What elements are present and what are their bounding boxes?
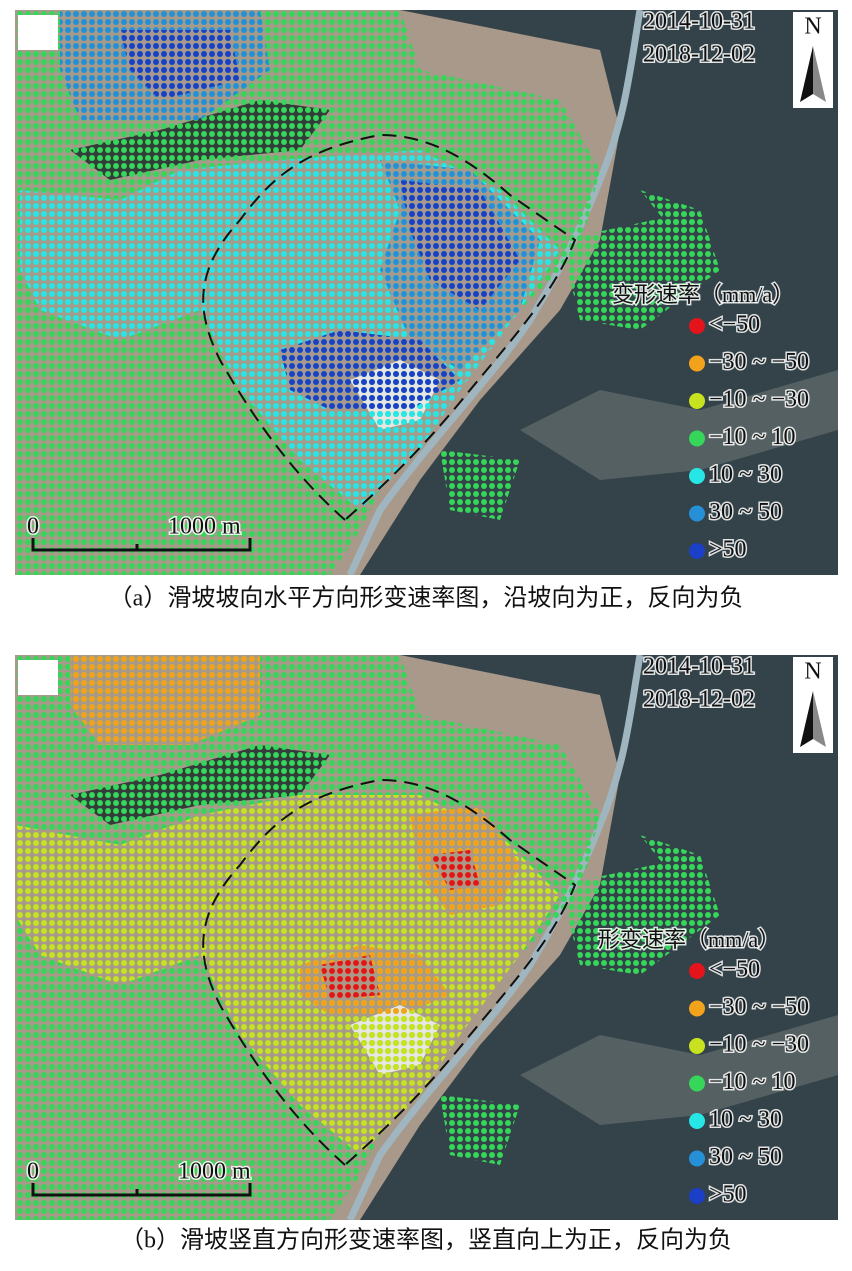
legend-title: 形变速率（mm/a）	[598, 927, 780, 952]
map-panel: 2014-10-31 2018-12-02 N 变形速率（mm/a） <−50 −30 ~…	[15, 7, 838, 612]
scale-bar	[31, 1183, 252, 1197]
deformation-points	[320, 955, 380, 1000]
date-label: 2018-12-02	[643, 42, 755, 68]
corner-box	[18, 15, 58, 50]
legend-marker	[689, 318, 705, 334]
legend-marker	[689, 1188, 705, 1204]
legend-label: −30 ~ −50	[709, 994, 809, 1020]
deformation-points	[400, 180, 520, 310]
legend-label: −10 ~ −30	[709, 387, 809, 413]
deformation-points	[280, 330, 460, 410]
legend-marker	[689, 468, 705, 484]
legend-marker	[689, 1038, 705, 1054]
legend-marker	[689, 1075, 705, 1092]
corner-box	[18, 660, 58, 695]
legend-label: −10 ~ 10	[709, 424, 796, 450]
scale-start: 0	[27, 1159, 39, 1185]
scale-end: 1000 m	[178, 1159, 251, 1185]
legend-marker	[689, 1113, 705, 1129]
legend-marker	[689, 1000, 705, 1017]
scale-end: 1000 m	[168, 514, 241, 540]
scale-bar	[31, 538, 252, 552]
north-arrow-right	[813, 691, 826, 747]
legend-marker	[689, 1150, 705, 1167]
caption: （a）滑坡坡向水平方向形变速率图，沿坡向为正，反向为负	[109, 585, 744, 612]
legend-label: >50	[709, 1182, 747, 1208]
legend-label: 30 ~ 50	[709, 1144, 782, 1170]
legend-marker	[689, 393, 705, 409]
legend-marker	[689, 430, 705, 447]
deformation-points	[70, 655, 260, 745]
north-arrow-right	[813, 46, 826, 102]
legend-label: <−50	[709, 957, 760, 983]
ridge	[520, 370, 838, 480]
legend-label: <−50	[709, 312, 760, 338]
deformation-points	[120, 30, 240, 100]
deformation-points	[440, 450, 520, 520]
landslide-boundary	[202, 133, 577, 522]
legend-marker	[689, 355, 705, 372]
deformation-points	[430, 850, 480, 890]
date-label: 2014-10-31	[643, 654, 755, 680]
deformation-points	[640, 835, 700, 885]
legend-label: −10 ~ −30	[709, 1032, 809, 1058]
scale-start: 0	[27, 514, 39, 540]
date-label: 2018-12-02	[643, 687, 755, 713]
north-label: N	[804, 14, 821, 40]
deformation-points	[15, 795, 560, 1155]
legend-title: 变形速率（mm/a）	[612, 282, 794, 307]
ridge	[520, 1015, 838, 1125]
legend-label: −10 ~ 10	[709, 1069, 796, 1095]
north-arrow-left	[800, 691, 813, 747]
legend-label: 10 ~ 30	[709, 462, 782, 488]
caption: （b）滑坡竖直方向形变速率图，竖直向上为正，反向为负	[120, 1227, 732, 1254]
legend-marker	[689, 505, 705, 522]
legend-marker	[689, 543, 705, 559]
legend-label: 30 ~ 50	[709, 499, 782, 525]
deformation-points	[640, 190, 700, 240]
landslide-boundary	[202, 778, 577, 1167]
legend-label: −30 ~ −50	[709, 349, 809, 375]
legend-marker	[689, 963, 705, 979]
legend-label: >50	[709, 537, 747, 563]
north-label: N	[804, 659, 821, 685]
north-arrow-left	[800, 46, 813, 102]
date-label: 2014-10-31	[643, 9, 755, 35]
legend-label: 10 ~ 30	[709, 1107, 782, 1133]
deformation-points	[440, 1095, 520, 1165]
map-panel: 2014-10-31 2018-12-02 N 形变速率（mm/a） <−50 −30 ~…	[15, 652, 838, 1254]
map-image	[15, 10, 838, 575]
